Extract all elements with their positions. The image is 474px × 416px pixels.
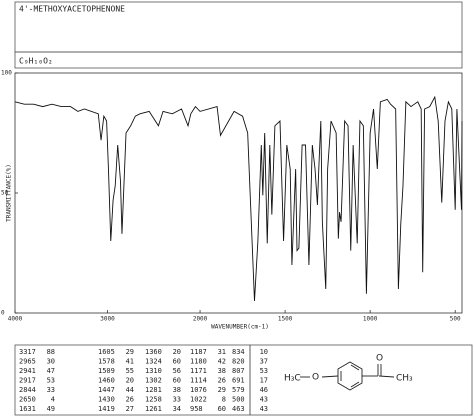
peak-transmittance: 38	[218, 367, 226, 375]
peak-transmittance: 29	[218, 386, 226, 394]
peak-transmittance: 46	[260, 386, 268, 394]
peak-transmittance: 43	[260, 396, 268, 404]
peak-wavenumber: 3317	[19, 348, 36, 356]
x-tick-label: 500	[450, 316, 461, 323]
y-tick-label: 50	[1, 190, 9, 197]
bond	[378, 375, 395, 378]
title: 4'-METHOXYACETOPHENONE	[19, 5, 125, 14]
peak-wavenumber: 1076	[190, 386, 207, 394]
peak-transmittance: 49	[47, 405, 55, 413]
peak-wavenumber: 958	[190, 405, 203, 413]
peak-wavenumber: 579	[232, 386, 245, 394]
structure-box	[249, 344, 473, 416]
peak-transmittance: 43	[260, 405, 268, 413]
structure	[300, 361, 395, 391]
peak-transmittance: 29	[126, 348, 134, 356]
ring-bond	[350, 364, 360, 371]
peak-wavenumber: 1324	[145, 358, 162, 366]
peak-transmittance: 10	[260, 348, 268, 356]
peak-wavenumber: 1022	[190, 396, 207, 404]
peak-transmittance: 17	[260, 377, 268, 385]
peak-transmittance: 38	[173, 386, 181, 394]
peak-transmittance: 41	[126, 358, 134, 366]
peak-wavenumber: 2917	[19, 377, 36, 385]
peak-transmittance: 53	[47, 377, 55, 385]
spectrum-line	[14, 95, 463, 302]
peak-transmittance: 37	[260, 358, 268, 366]
peak-wavenumber: 463	[232, 405, 245, 413]
peak-transmittance: 60	[218, 405, 226, 413]
bond	[321, 375, 339, 378]
peak-transmittance: 34	[173, 405, 181, 413]
peak-wavenumber: 1281	[145, 386, 162, 394]
peak-transmittance: 60	[173, 358, 181, 366]
x-tick-label: 1500	[278, 316, 293, 323]
peak-wavenumber: 2650	[19, 396, 36, 404]
peak-transmittance: 27	[126, 405, 134, 413]
benzene-ring	[337, 361, 363, 391]
y-tick-label: 0	[1, 310, 5, 317]
peak-wavenumber: 1261	[145, 405, 162, 413]
x-tick-label: 2000	[193, 316, 208, 323]
peak-wavenumber: 1631	[19, 405, 36, 413]
peak-wavenumber: 1310	[145, 367, 162, 375]
structure-label: O	[312, 373, 319, 383]
peak-transmittance: 53	[260, 367, 268, 375]
peak-transmittance: 47	[47, 367, 55, 375]
peak-wavenumber: 1605	[98, 348, 115, 356]
peak-transmittance: 30	[47, 358, 55, 366]
ring-bond	[350, 381, 360, 388]
peak-transmittance: 31	[218, 348, 226, 356]
peak-wavenumber: 1430	[98, 396, 115, 404]
x-tick-label: 4000	[8, 316, 23, 323]
peak-wavenumber: 834	[232, 348, 245, 356]
x-tick-label: 3000	[100, 316, 115, 323]
peak-wavenumber: 1509	[98, 367, 115, 375]
structure-label: H₃C	[284, 374, 301, 384]
peak-transmittance: 20	[173, 348, 181, 356]
peak-wavenumber: 2941	[19, 367, 36, 375]
peak-wavenumber: 500	[232, 396, 245, 404]
peak-wavenumber: 1180	[190, 358, 207, 366]
peak-wavenumber: 691	[232, 377, 245, 385]
structure-label: CH₃	[396, 374, 413, 384]
peak-transmittance: 33	[173, 396, 181, 404]
peak-transmittance: 55	[126, 367, 134, 375]
y-tick-label: 100	[1, 70, 12, 77]
peak-wavenumber: 1258	[145, 396, 162, 404]
structure-label: O	[376, 354, 383, 364]
peak-wavenumber: 2965	[19, 358, 36, 366]
peak-wavenumber: 1302	[145, 377, 162, 385]
x-tick-label: 1000	[363, 316, 378, 323]
formula-box	[14, 51, 463, 69]
peak-wavenumber: 1578	[98, 358, 115, 366]
peak-transmittance: 26	[218, 377, 226, 385]
peak-transmittance: 4	[51, 396, 55, 404]
x-axis-label: WAVENUMBER(cm-1)	[211, 324, 269, 331]
peak-wavenumber: 807	[232, 367, 245, 375]
peak-transmittance: 33	[47, 386, 55, 394]
peak-wavenumber: 1187	[190, 348, 207, 356]
peak-wavenumber: 1447	[98, 386, 115, 394]
peak-wavenumber: 1171	[190, 367, 207, 375]
peak-transmittance: 88	[47, 348, 55, 356]
peak-wavenumber: 1114	[190, 377, 207, 385]
plot-frame	[14, 72, 463, 314]
peak-transmittance: 60	[173, 377, 181, 385]
y-axis-label: TRANSMITTANCE(%)	[6, 164, 13, 222]
peak-transmittance: 44	[126, 386, 134, 394]
formula: C₉H₁₀O₂	[19, 57, 53, 66]
peak-wavenumber: 2844	[19, 386, 36, 394]
peak-transmittance: 26	[126, 396, 134, 404]
peak-wavenumber: 1460	[98, 377, 115, 385]
peak-wavenumber: 820	[232, 358, 245, 366]
peak-wavenumber: 1419	[98, 405, 115, 413]
peak-wavenumber: 1360	[145, 348, 162, 356]
peak-transmittance: 42	[218, 358, 226, 366]
peak-transmittance: 20	[126, 377, 134, 385]
peak-transmittance: 8	[222, 396, 226, 404]
peak-transmittance: 56	[173, 367, 181, 375]
